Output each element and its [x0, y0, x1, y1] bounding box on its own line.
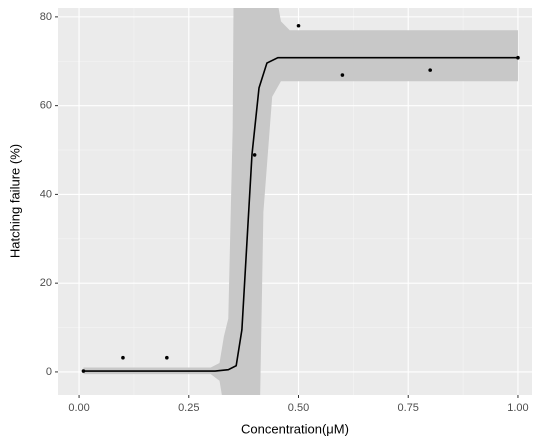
x-tick-label: 0.75 [398, 402, 419, 414]
data-point [81, 369, 86, 373]
x-tick-label: 0.00 [68, 402, 89, 414]
y-tick-label: 80 [40, 11, 52, 23]
y-axis-title: Hatching failure (%) [7, 144, 22, 258]
x-tick-label: 0.50 [288, 402, 309, 414]
data-point [252, 153, 257, 157]
data-point [121, 355, 125, 360]
y-tick-label: 40 [40, 188, 52, 200]
data-point [165, 355, 169, 360]
x-tick-label: 0.25 [178, 402, 199, 414]
x-axis-title: Concentration(μM) [241, 421, 349, 436]
plot-area [81, 8, 520, 395]
data-point [296, 23, 301, 28]
y-tick-label: 0 [46, 366, 52, 378]
y-tick-label: 60 [40, 100, 52, 112]
data-point [340, 73, 345, 77]
labels: 0.00 0.25 0.50 0.75 1.00 0 20 40 60 80 [40, 11, 529, 414]
x-tick-label: 1.00 [507, 402, 528, 414]
confidence-ribbon [83, 8, 518, 395]
y-tick-label: 20 [40, 277, 52, 289]
data-point [428, 68, 432, 72]
fit-line [83, 56, 518, 372]
data-point [516, 55, 520, 60]
